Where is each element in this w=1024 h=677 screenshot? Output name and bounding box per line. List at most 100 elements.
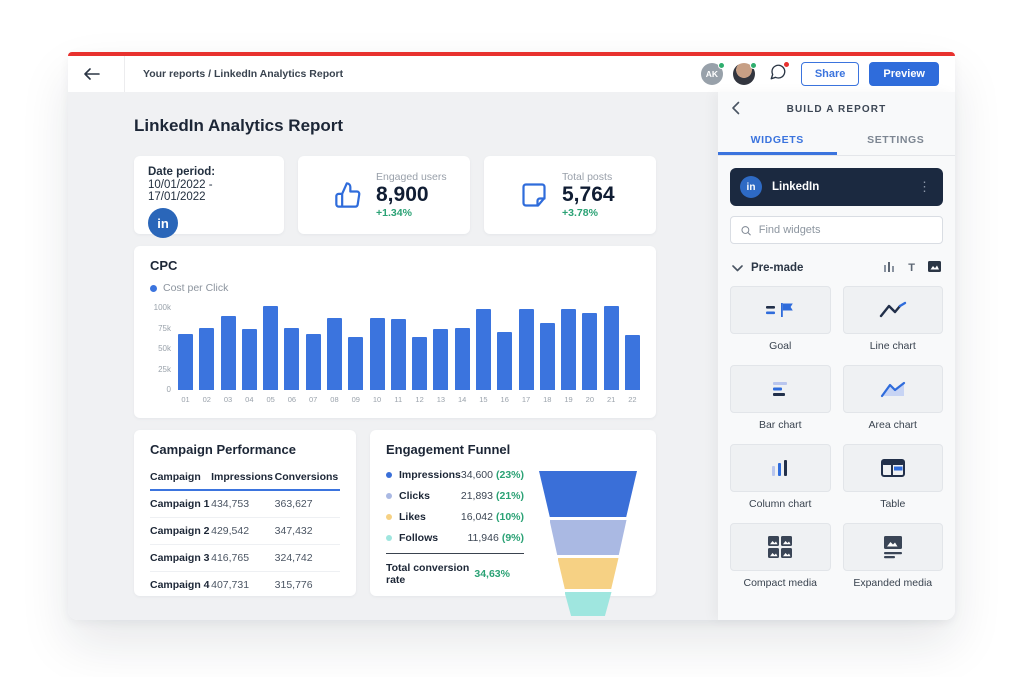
post-note-icon (522, 183, 546, 207)
source-banner-linkedin[interactable]: in LinkedIn ⋮ (730, 168, 943, 206)
cpc-x-tick: 21 (606, 395, 616, 404)
funnel-dot-icon (386, 514, 392, 520)
widget-grid: Goal Line chart Bar chart (730, 286, 943, 589)
widget-card-line-chart[interactable]: Line chart (842, 286, 943, 352)
funnel-value: 34,600 (460, 469, 493, 481)
funnel-title: Engagement Funnel (386, 442, 511, 457)
funnel-dot-icon (386, 472, 392, 478)
tab-widgets[interactable]: WIDGETS (718, 126, 837, 155)
cpc-x-tick: 19 (564, 395, 573, 404)
campaign-name: Campaign 4 (150, 579, 210, 591)
funnel-percent: (23%) (495, 469, 524, 481)
cpc-bar-13 (433, 328, 449, 390)
date-period-card[interactable]: Date period: 10/01/2022 - 17/01/2022 in (134, 156, 284, 238)
legend-dot-icon (150, 284, 157, 292)
cpc-y-tick: 75k (158, 323, 171, 333)
kpi-value: 5,764 (562, 182, 615, 206)
funnel-dot-icon (386, 493, 392, 499)
linkedin-badge-icon: in (740, 176, 762, 198)
sidebar-collapse-button[interactable] (731, 101, 740, 120)
conversions-value: 324,742 (274, 544, 340, 572)
cpc-y-tick: 25k (158, 364, 171, 374)
cpc-x-tick: 07 (309, 395, 318, 404)
widget-card-compact-media[interactable]: Compact media (730, 523, 831, 589)
avatar-photo[interactable] (732, 62, 757, 85)
back-button[interactable] (84, 68, 110, 80)
cpc-x-tick: 09 (351, 395, 360, 404)
avatar-initials-text: AK (705, 69, 718, 79)
chat-button[interactable] (769, 60, 790, 86)
kpi-card-total-posts[interactable]: Total posts 5,764 +3.78% (484, 156, 656, 234)
compact-media-icon (768, 536, 793, 558)
online-dot-icon (749, 62, 757, 69)
kpi-card-engaged-users[interactable]: Engaged users 8,900 +1.34% (298, 156, 470, 234)
table-header-cell: Campaign (150, 465, 212, 491)
widget-label: Line chart (869, 340, 916, 352)
preview-button[interactable]: Preview (869, 62, 939, 86)
widget-card-column-chart[interactable]: Column chart (730, 444, 831, 510)
funnel-segment-likes (557, 558, 619, 589)
widget-label: Table (880, 498, 906, 510)
campaign-table: Campaign Impressions Conversions Campaig… (150, 465, 340, 598)
engagement-funnel-card[interactable]: Engagement Funnel Impressions 34,600 (23… (370, 430, 656, 616)
funnel-segment-impressions (539, 471, 637, 517)
column-chart-small-icon (884, 262, 895, 272)
avatar-initials[interactable]: AK (700, 62, 725, 85)
table-row: Campaign 4 407,731 315,776 (150, 572, 340, 599)
widget-card-bar-chart[interactable]: Bar chart (730, 365, 831, 431)
table-header-cell: Conversions (274, 465, 340, 491)
expanded-media-icon (883, 536, 902, 559)
widget-label: Expanded media (853, 577, 933, 589)
widget-card-area-chart[interactable]: Area chart (842, 365, 943, 431)
cpc-x-tick: 20 (585, 395, 595, 404)
cpc-x-tick: 01 (181, 395, 190, 404)
source-name: LinkedIn (772, 181, 820, 193)
funnel-label: Clicks (399, 490, 430, 502)
cpc-x-tick: 04 (245, 395, 254, 404)
date-period-range: 10/01/2022 - 17/01/2022 (148, 179, 213, 203)
funnel-total-row: Total conversion rate 34,63% (386, 553, 524, 586)
premade-section-toggle[interactable] (732, 259, 743, 277)
cpc-x-tick: 08 (330, 395, 339, 404)
back-arrow-icon (84, 68, 100, 80)
campaign-performance-card[interactable]: Campaign Performance Campaign Impression… (134, 430, 356, 596)
cpc-bar-08 (326, 317, 342, 390)
kpi-delta: +1.34% (376, 207, 412, 220)
funnel-row: Follows 11,946 (9%) (386, 532, 524, 544)
cpc-y-tick: 50k (158, 344, 171, 353)
top-accent-line (68, 52, 955, 56)
breadcrumb[interactable]: Your reports / LinkedIn Analytics Report (143, 68, 344, 80)
tab-settings[interactable]: SETTINGS (867, 134, 925, 146)
view-toggle-media-button[interactable] (928, 259, 941, 277)
search-input[interactable] (758, 224, 933, 236)
cpc-x-tick: 17 (521, 395, 531, 404)
widget-search[interactable] (730, 216, 943, 244)
funnel-legend: Impressions 34,600 (23%) Clicks 21,893 (… (386, 469, 524, 619)
share-button[interactable]: Share (800, 62, 860, 86)
table-icon (880, 459, 905, 477)
cpc-bar-06 (284, 328, 300, 390)
view-toggle-text-button[interactable]: T (908, 262, 915, 274)
cpc-x-tick: 12 (415, 395, 424, 404)
widget-card-table[interactable]: Table (842, 444, 943, 510)
kpi-value: 8,900 (376, 182, 429, 206)
campaign-name: Campaign 1 (150, 490, 212, 518)
widget-card-goal[interactable]: Goal (730, 286, 831, 352)
widget-label: Compact media (743, 577, 818, 589)
cpc-y-tick: 0 (166, 385, 171, 394)
funnel-percent: (21%) (495, 490, 524, 502)
line-chart-icon (879, 301, 906, 318)
chat-bubble-icon (770, 64, 786, 79)
cpc-plot (178, 304, 640, 390)
conversions-value: 315,776 (274, 579, 313, 591)
kebab-menu-button[interactable]: ⋮ (918, 179, 931, 194)
premade-label: Pre-made (751, 262, 804, 274)
funnel-shape (536, 469, 640, 619)
widget-card-expanded-media[interactable]: Expanded media (842, 523, 943, 589)
cpc-y-tick: 100k (153, 303, 171, 312)
view-toggle-charts-button[interactable] (883, 259, 895, 277)
cpc-bar-16 (497, 332, 513, 390)
cpc-chart-card[interactable]: CPC Cost per Click 100k 75k 50k 25k 0 01 02 03… (134, 246, 656, 418)
sidebar-title: BUILD A REPORT (786, 103, 887, 115)
funnel-value: 16,042 (460, 511, 493, 523)
